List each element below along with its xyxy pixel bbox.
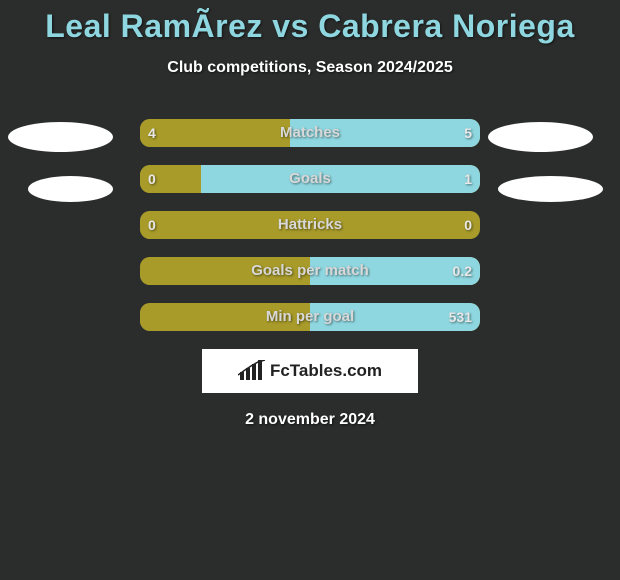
bar-track	[140, 303, 480, 331]
stat-row: Matches45	[0, 119, 620, 147]
bar-left	[140, 165, 201, 193]
bar-left	[140, 303, 310, 331]
chart-icon	[238, 360, 266, 382]
bar-track	[140, 211, 480, 239]
logo-box: FcTables.com	[202, 349, 418, 393]
stat-row: Hattricks00	[0, 211, 620, 239]
bar-right	[201, 165, 480, 193]
stat-row: Min per goal531	[0, 303, 620, 331]
subtitle: Club competitions, Season 2024/2025	[0, 59, 620, 77]
comparison-infographic: Leal RamÃ­rez vs Cabrera Noriega Club co…	[0, 0, 620, 580]
bar-track	[140, 165, 480, 193]
stat-row: Goals per match0.2	[0, 257, 620, 285]
bar-left	[140, 257, 310, 285]
bar-left	[140, 119, 290, 147]
bar-right	[310, 303, 480, 331]
logo-text: FcTables.com	[270, 361, 382, 381]
stat-row: Goals01	[0, 165, 620, 193]
bar-left	[140, 211, 310, 239]
bar-track	[140, 257, 480, 285]
bar-right	[310, 257, 480, 285]
bar-right	[290, 119, 480, 147]
date-text: 2 november 2024	[0, 411, 620, 429]
bar-track	[140, 119, 480, 147]
page-title: Leal RamÃ­rez vs Cabrera Noriega	[0, 8, 620, 45]
